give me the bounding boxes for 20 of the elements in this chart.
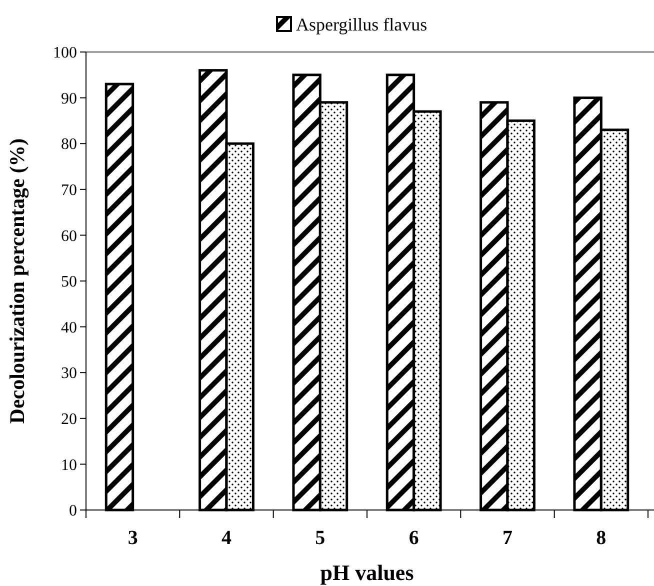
y-tick-label: 30 [61,365,77,382]
x-axis-title: pH values [320,560,414,585]
y-tick-label: 90 [61,90,77,108]
x-tick-label: 8 [596,527,606,549]
x-tick-label: 7 [502,527,512,549]
y-tick-label: 20 [61,411,77,428]
y-tick-label: 80 [61,136,77,154]
y-tick-label: 0 [69,502,77,520]
x-tick-label: 4 [222,527,232,549]
y-axis-title: Decolourization percentage (%) [5,138,29,424]
y-tick-label: 10 [61,456,77,474]
x-tick-label: 6 [408,527,419,549]
x-tick-label: 5 [315,527,326,549]
y-tick-label: 40 [61,319,77,336]
x-tick-label: 3 [128,527,138,549]
y-tick-label: 100 [53,44,77,62]
y-tick-label: 70 [61,182,77,199]
legend-label: Aspergillus flavus [296,14,428,34]
y-tick-label: 60 [61,228,77,245]
y-tick-label: 50 [61,274,77,291]
